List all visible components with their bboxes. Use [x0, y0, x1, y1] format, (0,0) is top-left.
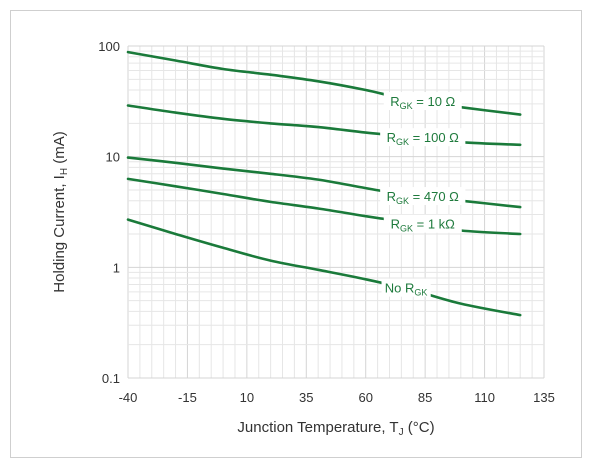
curve-label-suffix: = 470 Ω — [409, 189, 459, 204]
curve-label-suffix: = 10 Ω — [413, 94, 456, 109]
y-tick-label: 1 — [113, 260, 120, 275]
x-tick-label: 135 — [533, 390, 555, 405]
x-axis-title: Junction Temperature, TJ (°C) — [237, 419, 434, 438]
x-tick-label: 110 — [474, 390, 495, 405]
x-tick-label: -15 — [178, 390, 197, 405]
y-tick-label: 10 — [106, 150, 120, 165]
curve-label-background — [383, 92, 462, 111]
x-tick-label: 60 — [358, 390, 372, 405]
curve-label-main: R — [387, 189, 396, 204]
curve-4 — [126, 218, 522, 317]
curve-label-1: RGK = 100 Ω — [387, 130, 460, 147]
curve-label-main: No R — [385, 281, 415, 296]
curve-label-suffix: = 100 Ω — [409, 130, 459, 145]
curve-label-main: R — [391, 217, 400, 232]
curve-label-background — [383, 214, 462, 233]
y-tick-labels: 0.1 1 10 100 — [98, 39, 120, 386]
curve-label-background — [381, 278, 431, 297]
x-tick-label: 85 — [418, 390, 432, 405]
curve-label-subscript: GK — [396, 196, 409, 206]
grid-lines — [127, 45, 545, 379]
curve-label-subscript: GK — [396, 137, 409, 147]
y-tick-label: 0.1 — [102, 371, 120, 386]
curve-label-background — [380, 128, 466, 147]
x-tick-label: -40 — [119, 390, 138, 405]
curve-label-main: R — [387, 130, 396, 145]
curve-label-subscript: GK — [400, 101, 413, 111]
x-tick-label: 10 — [240, 390, 254, 405]
x-tick-label: 35 — [299, 390, 313, 405]
curve-label-background — [380, 187, 466, 206]
y-tick-label: 100 — [98, 39, 120, 54]
curve-label-2: RGK = 470 Ω — [387, 189, 460, 206]
curve-label-subscript: GK — [400, 224, 413, 234]
curve-label-3: RGK = 1 kΩ — [391, 217, 456, 234]
y-axis-title: Holding Current, IH (mA) — [51, 131, 70, 292]
curve-label-main: R — [390, 94, 399, 109]
curve-label-0: RGK = 10 Ω — [390, 94, 455, 111]
curves-layer — [126, 50, 522, 317]
chart-frame: RGK = 10 Ω RGK = 100 Ω RGK = 470 Ω RGK = 1 … — [10, 10, 582, 458]
curve-label-subscript: GK — [414, 288, 427, 298]
curve-label-4: No RGK — [385, 281, 428, 298]
curve-label-suffix: = 1 kΩ — [413, 217, 455, 232]
x-tick-labels: -40 -15 10 35 60 85 110 135 — [119, 390, 555, 405]
